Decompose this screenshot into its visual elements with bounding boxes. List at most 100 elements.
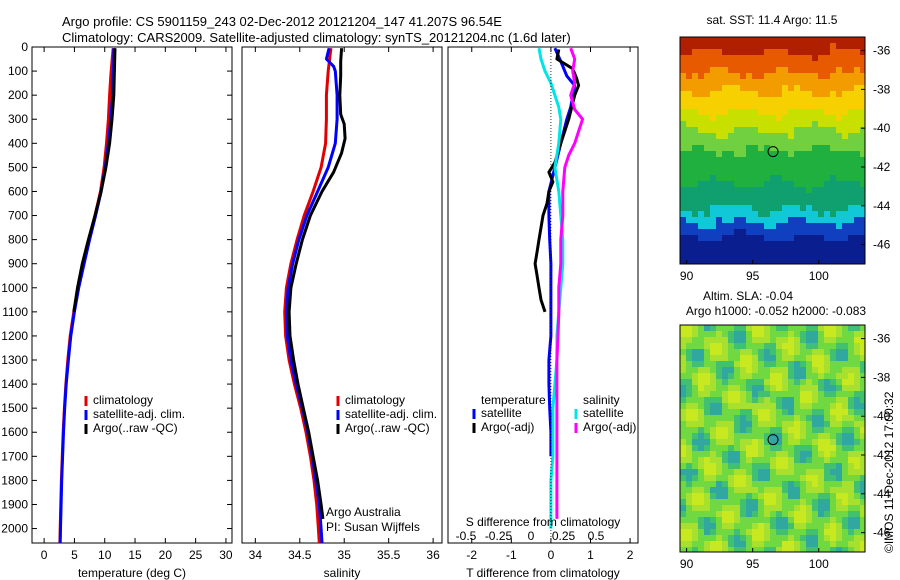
sst_map-cell: [746, 193, 752, 199]
sst_map-cell: [842, 199, 848, 205]
sst_map-cell: [806, 85, 812, 91]
sla_map-cell: [806, 517, 812, 523]
sla_map-cell: [704, 517, 710, 523]
sst_map-cell: [830, 67, 836, 73]
sla_map-cell: [788, 355, 794, 361]
sla_map-cell: [770, 385, 776, 391]
sla_map-cell: [704, 481, 710, 487]
sst_map-cell: [800, 73, 806, 79]
sla_map-cell: [860, 517, 865, 523]
sst_map-cell: [836, 175, 842, 181]
sla_map-cell: [722, 397, 728, 403]
sst_map-cell: [704, 37, 710, 43]
sla_map-cell: [686, 427, 692, 433]
sla_map-cell: [836, 505, 842, 511]
sla_map-cell: [710, 379, 716, 385]
sst_map-cell: [722, 91, 728, 97]
sst_map-cell: [770, 205, 776, 211]
sla_map-cell: [842, 397, 848, 403]
sla_map-cell: [800, 373, 806, 379]
sst_map-cell: [812, 55, 818, 61]
sla_map-cell: [686, 415, 692, 421]
sst_map-cell: [764, 55, 770, 61]
sla_map-cell: [818, 487, 824, 493]
sst_map-cell: [710, 37, 716, 43]
sst_map-cell: [824, 115, 830, 121]
sla_map-cell: [806, 451, 812, 457]
sla_map-cell: [788, 457, 794, 463]
sst_map-cell: [812, 259, 818, 264]
sst_map-cell: [776, 43, 782, 49]
sla_map-cell: [680, 331, 686, 337]
sla_map-cell: [728, 337, 734, 343]
sst_map-cell: [860, 157, 865, 163]
sst_map-cell: [692, 145, 698, 151]
sst_map-cell: [698, 235, 704, 241]
sla_map-cell: [758, 385, 764, 391]
sst_map-cell: [830, 211, 836, 217]
sla_map-cell: [788, 469, 794, 475]
sst_map-cell: [854, 55, 860, 61]
sla_map-cell: [734, 445, 740, 451]
sla_map-cell: [776, 445, 782, 451]
sst_map-cell: [860, 109, 865, 115]
sla_map-cell: [836, 421, 842, 427]
difference-axes-box: [447, 46, 639, 544]
depth-tick-label: 300: [8, 112, 28, 126]
sst_map-cell: [740, 55, 746, 61]
sst_map-cell: [842, 133, 848, 139]
sla_map-cell: [740, 397, 746, 403]
sst_map-cell: [776, 145, 782, 151]
sst_map-cell: [854, 181, 860, 187]
sla_map-cell: [860, 349, 865, 355]
sla_map-cell: [860, 397, 865, 403]
sst_map-cell: [782, 97, 788, 103]
sst_map-cell: [770, 247, 776, 253]
sla_map-cell: [722, 355, 728, 361]
sla_map-cell: [848, 409, 854, 415]
sla_map-cell: [716, 523, 722, 529]
sst_map-cell: [836, 43, 842, 49]
sst_map-cell: [860, 73, 865, 79]
sla_map-cell: [728, 535, 734, 541]
sla_map-cell: [698, 415, 704, 421]
depth-tick-label: 1000: [1, 281, 28, 295]
sla_map-cell: [746, 523, 752, 529]
sla_map-cell: [734, 541, 740, 547]
sla_map-cell: [854, 415, 860, 421]
sst_map-cell: [734, 85, 740, 91]
sla_map-cell: [836, 331, 842, 337]
sla_map-cell: [836, 433, 842, 439]
sst_map-cell: [842, 181, 848, 187]
sst_map-cell: [800, 67, 806, 73]
sla_map-cell: [746, 355, 752, 361]
sst_map-cell: [722, 163, 728, 169]
sst_map-cell: [680, 103, 686, 109]
sla_map-cell: [722, 331, 728, 337]
sst_map-cell: [716, 187, 722, 193]
sla_map-cell: [848, 343, 854, 349]
sla_map-cell: [746, 427, 752, 433]
sla_map-cell: [686, 481, 692, 487]
sst_map-cell: [830, 139, 836, 145]
difference-s-tick-label: 0.5: [588, 529, 605, 543]
sst_map-cell: [800, 163, 806, 169]
sla_map-cell: [860, 361, 865, 367]
sst_map-cell: [686, 259, 692, 264]
sla_map-cell: [770, 499, 776, 505]
sla_map-cell: [710, 481, 716, 487]
sst_map-cell: [818, 169, 824, 175]
sla_map-cell: [698, 499, 704, 505]
sst_map-cell: [842, 235, 848, 241]
sla_map-cell: [734, 481, 740, 487]
sla_map-cell: [710, 421, 716, 427]
sst_map-cell: [812, 223, 818, 229]
sla_map-cell: [692, 325, 698, 331]
sla_map-cell: [734, 397, 740, 403]
sst_map-cell: [824, 193, 830, 199]
sla_map-cell: [734, 463, 740, 469]
sla_map-cell: [686, 463, 692, 469]
sla_map-cell: [704, 511, 710, 517]
sst_map-cell: [788, 259, 794, 264]
sla_map-cell: [764, 421, 770, 427]
